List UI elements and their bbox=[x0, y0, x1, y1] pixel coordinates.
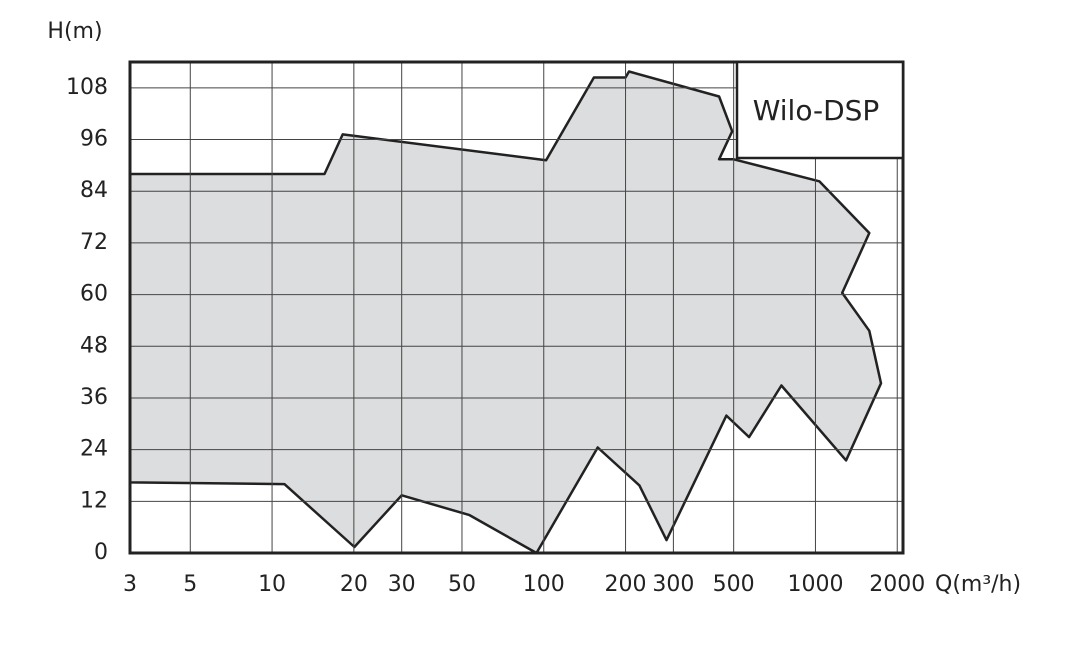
x-tick-label: 3 bbox=[123, 572, 137, 597]
y-tick-label: 48 bbox=[80, 333, 108, 358]
y-tick-label: 36 bbox=[80, 385, 108, 410]
x-tick-label: 300 bbox=[652, 572, 694, 597]
y-tick-label: 96 bbox=[80, 127, 108, 152]
x-tick-label: 100 bbox=[523, 572, 565, 597]
x-tick-label: 50 bbox=[448, 572, 476, 597]
y-tick-label: 0 bbox=[94, 540, 108, 565]
x-tick-label: 1000 bbox=[787, 572, 843, 597]
annotation: Wilo-DSP bbox=[753, 94, 880, 127]
x-tick-label: 5 bbox=[183, 572, 197, 597]
y-tick-label: 24 bbox=[80, 437, 108, 462]
y-tick-label: 12 bbox=[80, 488, 108, 513]
annotation-box bbox=[735, 60, 905, 160]
x-tick-label: 20 bbox=[340, 572, 368, 597]
x-tick-label: 200 bbox=[605, 572, 647, 597]
x-tick-label: 30 bbox=[388, 572, 416, 597]
x-axis-title: Q(m³/h) bbox=[935, 572, 1021, 597]
y-tick-label: 72 bbox=[80, 230, 108, 255]
x-tick-label: 500 bbox=[713, 572, 755, 597]
y-tick-label: 84 bbox=[80, 178, 108, 203]
y-tick-label: 108 bbox=[66, 75, 108, 100]
y-axis-title: H(m) bbox=[47, 19, 102, 44]
plot-frame bbox=[128, 60, 905, 555]
y-tick-label: 60 bbox=[80, 282, 108, 307]
area bbox=[128, 70, 883, 555]
x-tick-label: 10 bbox=[258, 572, 286, 597]
x-tick-label: 2000 bbox=[869, 572, 925, 597]
